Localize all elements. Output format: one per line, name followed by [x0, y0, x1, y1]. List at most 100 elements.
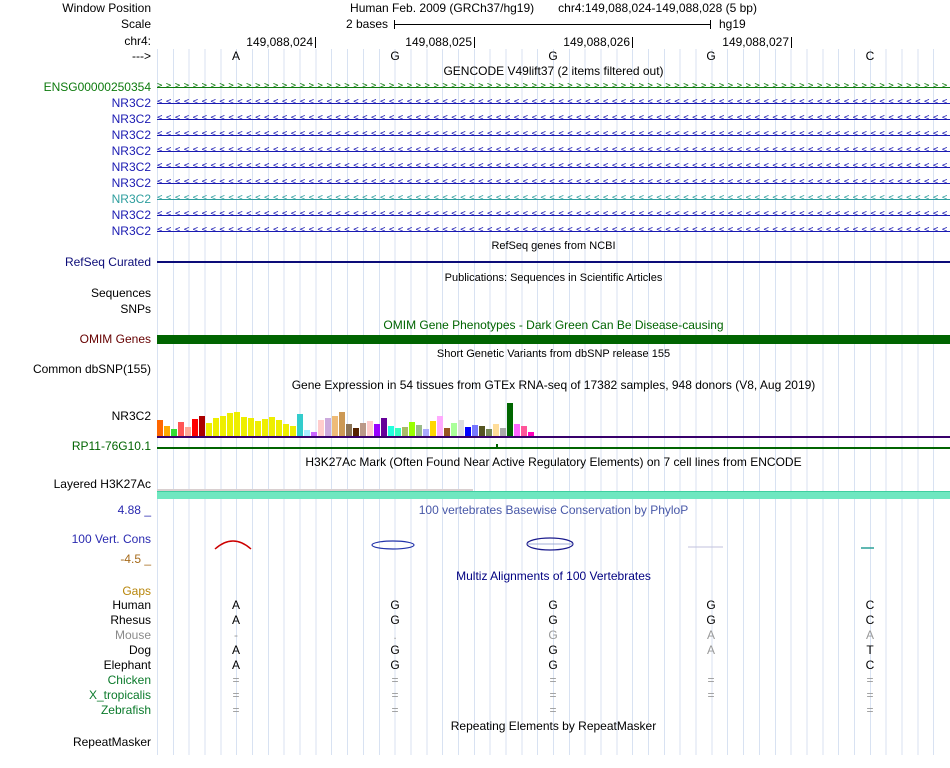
- gtex-tissue-bar[interactable]: [472, 425, 478, 436]
- dbsnp-row[interactable]: Common dbSNP(155): [0, 362, 950, 377]
- omim-genes-body[interactable]: [157, 333, 950, 347]
- gene-body-nr3c2[interactable]: <<<<<<<<<<<<<<<<<<<<<<<<<<<<<<<<<<<<<<<<…: [157, 207, 950, 223]
- gtex-tissue-bar[interactable]: [332, 416, 338, 436]
- alignment-row-mouse[interactable]: Mouse - . G A A: [0, 628, 950, 643]
- gene-body-nr3c2[interactable]: <<<<<<<<<<<<<<<<<<<<<<<<<<<<<<<<<<<<<<<<…: [157, 143, 950, 159]
- gtex-tissue-bar[interactable]: [353, 428, 359, 436]
- gtex-tissue-bar[interactable]: [381, 418, 387, 436]
- species-label[interactable]: Zebrafish: [100, 703, 151, 717]
- gtex-tissue-bar[interactable]: [234, 412, 240, 436]
- refseq-curated-label[interactable]: RefSeq Curated: [64, 255, 151, 269]
- gtex-tissue-bar[interactable]: [290, 426, 296, 436]
- gtex-tissue-bar[interactable]: [430, 421, 436, 436]
- refseq-curated-body[interactable]: [157, 254, 950, 270]
- repeatmasker-label[interactable]: RepeatMasker: [72, 735, 151, 749]
- gene-row-nr3c2[interactable]: NR3C2 <<<<<<<<<<<<<<<<<<<<<<<<<<<<<<<<<<…: [0, 223, 950, 239]
- gene-row-nr3c2[interactable]: NR3C2 <<<<<<<<<<<<<<<<<<<<<<<<<<<<<<<<<<…: [0, 175, 950, 191]
- gtex-tissue-bar[interactable]: [465, 427, 471, 436]
- gene-label-nr3c2[interactable]: NR3C2: [111, 176, 151, 190]
- gtex-gene-label[interactable]: NR3C2: [111, 409, 151, 423]
- species-label[interactable]: Dog: [128, 643, 151, 657]
- gtex-tissue-bar[interactable]: [346, 424, 352, 436]
- gene-label-nr3c2[interactable]: NR3C2: [111, 144, 151, 158]
- gtex-chart[interactable]: [157, 394, 950, 438]
- phylop-row[interactable]: 100 Vert. Cons -4.5 _: [0, 518, 950, 568]
- gtex-tissue-bar[interactable]: [493, 424, 499, 436]
- sequences-row[interactable]: Sequences: [0, 286, 950, 301]
- gene-row-nr3c2-teal[interactable]: NR3C2 <<<<<<<<<<<<<<<<<<<<<<<<<<<<<<<<<<…: [0, 191, 950, 207]
- gene-row-nr3c2[interactable]: NR3C2 <<<<<<<<<<<<<<<<<<<<<<<<<<<<<<<<<<…: [0, 143, 950, 159]
- gtex-tissue-bar[interactable]: [388, 426, 394, 436]
- alignment-row-zebrafish[interactable]: Zebrafish = = = =: [0, 703, 950, 718]
- gtex-tissue-bar[interactable]: [157, 420, 163, 436]
- species-label[interactable]: Chicken: [107, 673, 151, 687]
- refseq-gene-line[interactable]: [157, 261, 950, 263]
- gene-body-nr3c2[interactable]: <<<<<<<<<<<<<<<<<<<<<<<<<<<<<<<<<<<<<<<<…: [157, 175, 950, 191]
- gene-body-nr3c2[interactable]: <<<<<<<<<<<<<<<<<<<<<<<<<<<<<<<<<<<<<<<<…: [157, 127, 950, 143]
- gtex-tissue-bar[interactable]: [178, 422, 184, 436]
- phylop-track-label[interactable]: 100 Vert. Cons: [71, 532, 151, 546]
- gtex-tissue-bar[interactable]: [507, 403, 513, 436]
- omim-genes-row[interactable]: OMIM Genes: [0, 333, 950, 347]
- gtex-tissue-bar[interactable]: [220, 416, 226, 436]
- gene-label-nr3c2[interactable]: NR3C2: [111, 112, 151, 126]
- gene-body-nr3c2[interactable]: <<<<<<<<<<<<<<<<<<<<<<<<<<<<<<<<<<<<<<<<…: [157, 191, 950, 207]
- gtex-tissue-bar[interactable]: [423, 429, 429, 436]
- alignment-row-x-tropicalis[interactable]: X_tropicalis = = = = =: [0, 688, 950, 703]
- gtex-tissue-bar[interactable]: [339, 412, 345, 436]
- gtex-tissue-bar[interactable]: [318, 420, 324, 436]
- alignment-row-rhesus[interactable]: Rhesus A G G G C: [0, 613, 950, 628]
- gene-body-ensg[interactable]: >>>>>>>>>>>>>>>>>>>>>>>>>>>>>>>>>>>>>>>>…: [157, 79, 950, 95]
- gtex-tissue-bar[interactable]: [248, 418, 254, 436]
- gtex-tissue-bar[interactable]: [451, 423, 457, 436]
- rp11-label[interactable]: RP11-76G10.1: [71, 439, 151, 453]
- species-label[interactable]: Human: [112, 598, 151, 612]
- gene-label-nr3c2[interactable]: NR3C2: [111, 208, 151, 222]
- gtex-tissue-bar[interactable]: [311, 432, 317, 436]
- gtex-tissue-bar[interactable]: [500, 428, 506, 436]
- gtex-tissue-bar[interactable]: [255, 421, 261, 436]
- gaps-label[interactable]: Gaps: [122, 584, 151, 598]
- phylop-body[interactable]: [157, 518, 950, 568]
- snps-row[interactable]: SNPs: [0, 301, 950, 317]
- gene-row-nr3c2[interactable]: NR3C2 <<<<<<<<<<<<<<<<<<<<<<<<<<<<<<<<<<…: [0, 95, 950, 111]
- gene-row-nr3c2[interactable]: NR3C2 <<<<<<<<<<<<<<<<<<<<<<<<<<<<<<<<<<…: [0, 159, 950, 175]
- gene-label-nr3c2[interactable]: NR3C2: [111, 224, 151, 238]
- gtex-tissue-bar[interactable]: [409, 422, 415, 436]
- gene-row-nr3c2[interactable]: NR3C2 <<<<<<<<<<<<<<<<<<<<<<<<<<<<<<<<<<…: [0, 111, 950, 127]
- gtex-tissue-bar[interactable]: [213, 418, 219, 436]
- gtex-tissue-bar[interactable]: [367, 421, 373, 436]
- repeatmasker-row[interactable]: RepeatMasker: [0, 734, 950, 750]
- gtex-tissue-bar[interactable]: [374, 424, 380, 436]
- gtex-tissue-bar[interactable]: [192, 419, 198, 436]
- gtex-tissue-bar[interactable]: [437, 416, 443, 436]
- gtex-bars[interactable]: [157, 403, 534, 436]
- gtex-tissue-bar[interactable]: [528, 432, 534, 436]
- gtex-tissue-bar[interactable]: [479, 426, 485, 436]
- h3k27ac-body[interactable]: [157, 470, 950, 502]
- gtex-row[interactable]: NR3C2: [0, 394, 950, 438]
- alignment-row-elephant[interactable]: Elephant A G G C: [0, 658, 950, 673]
- gtex-tissue-bar[interactable]: [241, 417, 247, 436]
- gtex-tissue-bar[interactable]: [444, 428, 450, 436]
- alignment-row-chicken[interactable]: Chicken = = = = =: [0, 673, 950, 688]
- omim-gene-bar[interactable]: [157, 335, 950, 344]
- gtex-tissue-bar[interactable]: [325, 418, 331, 436]
- alignment-row-dog[interactable]: Dog A G G A T: [0, 643, 950, 658]
- gene-body-nr3c2[interactable]: <<<<<<<<<<<<<<<<<<<<<<<<<<<<<<<<<<<<<<<<…: [157, 223, 950, 239]
- gene-body-nr3c2[interactable]: <<<<<<<<<<<<<<<<<<<<<<<<<<<<<<<<<<<<<<<<…: [157, 111, 950, 127]
- gtex-tissue-bar[interactable]: [262, 419, 268, 436]
- gtex-tissue-bar[interactable]: [199, 416, 205, 436]
- alignment-row-human[interactable]: Human A G G G C: [0, 598, 950, 613]
- species-label[interactable]: Rhesus: [110, 613, 151, 627]
- refseq-curated-row[interactable]: RefSeq Curated: [0, 254, 950, 270]
- gene-label-ensg[interactable]: ENSG00000250354: [43, 80, 151, 94]
- rp11-gene-line[interactable]: [157, 447, 950, 449]
- gene-row-nr3c2[interactable]: NR3C2 <<<<<<<<<<<<<<<<<<<<<<<<<<<<<<<<<<…: [0, 127, 950, 143]
- rp11-body[interactable]: [157, 438, 950, 454]
- ruler-row[interactable]: chr4: 149,088,024 149,088,025 149,088,02…: [0, 33, 950, 49]
- gtex-tissue-bar[interactable]: [360, 423, 366, 436]
- gtex-tissue-bar[interactable]: [185, 427, 191, 436]
- gtex-tissue-bar[interactable]: [206, 423, 212, 436]
- omim-genes-label[interactable]: OMIM Genes: [79, 333, 151, 346]
